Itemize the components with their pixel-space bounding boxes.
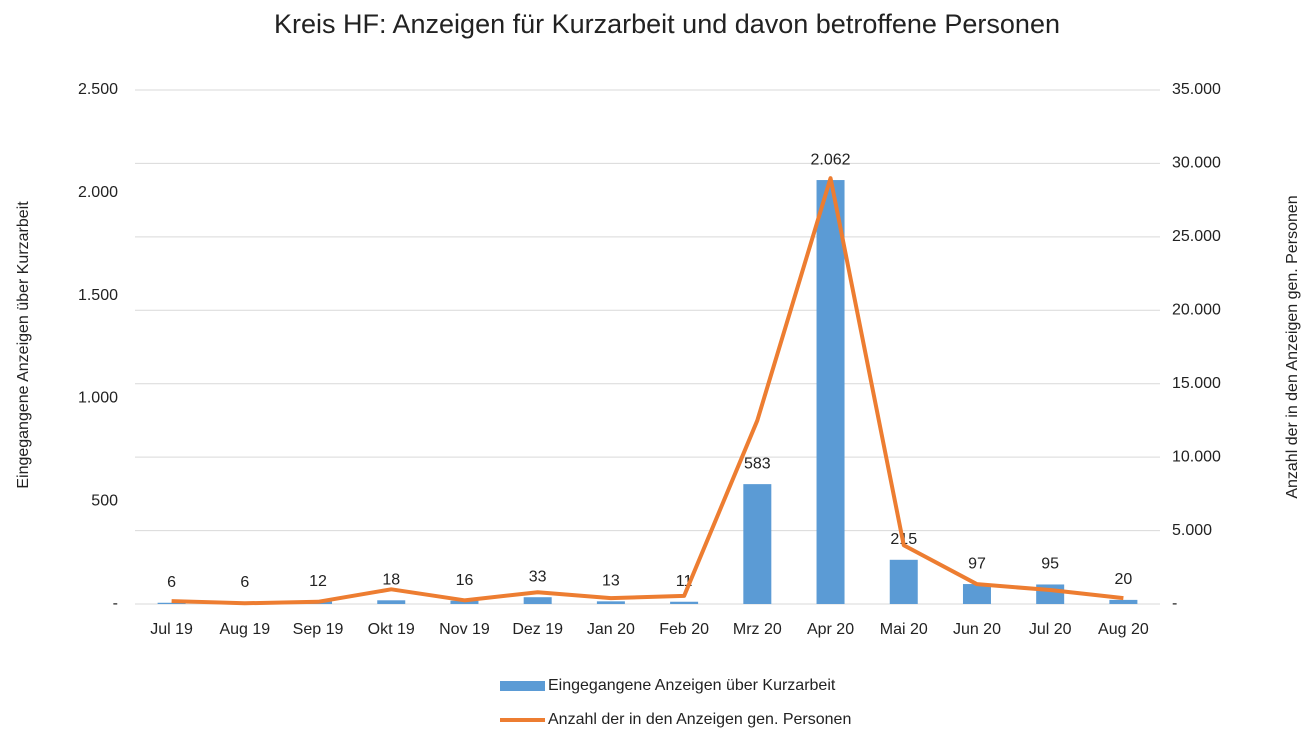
x-tick-label: Okt 19	[368, 621, 415, 638]
y-tick-label: 2.500	[78, 81, 118, 98]
x-tick-label: Jul 19	[150, 621, 193, 638]
x-tick-label: Jul 20	[1029, 621, 1072, 638]
bar	[157, 602, 186, 604]
bar	[377, 600, 406, 604]
y2-tick-label: 15.000	[1172, 375, 1221, 392]
x-tick-label: Nov 19	[439, 621, 490, 638]
x-tick-label: Aug 20	[1098, 621, 1149, 638]
data-label: 20	[1114, 571, 1132, 588]
y2-tick-label: 10.000	[1172, 448, 1221, 465]
bar	[1109, 599, 1138, 604]
data-label: 33	[529, 568, 547, 585]
legend-label: Eingegangene Anzeigen über Kurzarbeit	[548, 677, 836, 694]
bar	[670, 601, 699, 604]
y-tick-label: 1.500	[78, 287, 118, 304]
y2-tick-label: 20.000	[1172, 302, 1221, 319]
data-label: 2.062	[811, 151, 851, 168]
data-label: 583	[744, 455, 771, 472]
y2-tick-label: 35.000	[1172, 81, 1221, 98]
chart-title: Kreis HF: Anzeigen für Kurzarbeit und da…	[274, 9, 1060, 39]
legend-swatch	[500, 681, 545, 691]
data-label: 18	[382, 572, 400, 589]
y-tick-label: 2.000	[78, 184, 118, 201]
data-label: 95	[1041, 556, 1059, 573]
y-axis-title: Eingegangene Anzeigen über Kurzarbeit	[15, 201, 32, 489]
y2-tick-label: -	[1172, 595, 1177, 612]
x-tick-label: Feb 20	[659, 621, 709, 638]
y-tick-label: -	[113, 595, 118, 612]
x-tick-label: Aug 19	[219, 621, 270, 638]
bar	[523, 597, 552, 604]
y2-tick-label: 25.000	[1172, 228, 1221, 245]
data-label: 6	[167, 574, 176, 591]
x-tick-label: Mai 20	[880, 621, 928, 638]
data-label: 16	[456, 572, 474, 589]
y-tick-label: 1.000	[78, 390, 118, 407]
x-tick-label: Jan 20	[587, 621, 635, 638]
x-tick-label: Dez 19	[512, 621, 563, 638]
y2-tick-label: 5.000	[1172, 522, 1212, 539]
bar	[743, 484, 772, 604]
data-label: 13	[602, 573, 620, 590]
bar	[450, 600, 479, 604]
bar	[596, 601, 625, 604]
x-tick-label: Apr 20	[807, 621, 854, 638]
x-tick-label: Mrz 20	[733, 621, 782, 638]
bar	[816, 180, 845, 604]
legend-label: Anzahl der in den Anzeigen gen. Personen	[548, 711, 851, 728]
y2-axis-title: Anzahl der in den Anzeigen gen. Personen	[1284, 195, 1301, 498]
line	[171, 176, 1124, 606]
data-label: 97	[968, 555, 986, 572]
bar	[889, 559, 918, 604]
x-tick-label: Jun 20	[953, 621, 1001, 638]
y-tick-label: 500	[91, 492, 118, 509]
data-label: 12	[309, 573, 327, 590]
bar	[962, 584, 991, 604]
y2-tick-label: 30.000	[1172, 155, 1221, 172]
x-tick-label: Sep 19	[293, 621, 344, 638]
data-label: 6	[240, 574, 249, 591]
